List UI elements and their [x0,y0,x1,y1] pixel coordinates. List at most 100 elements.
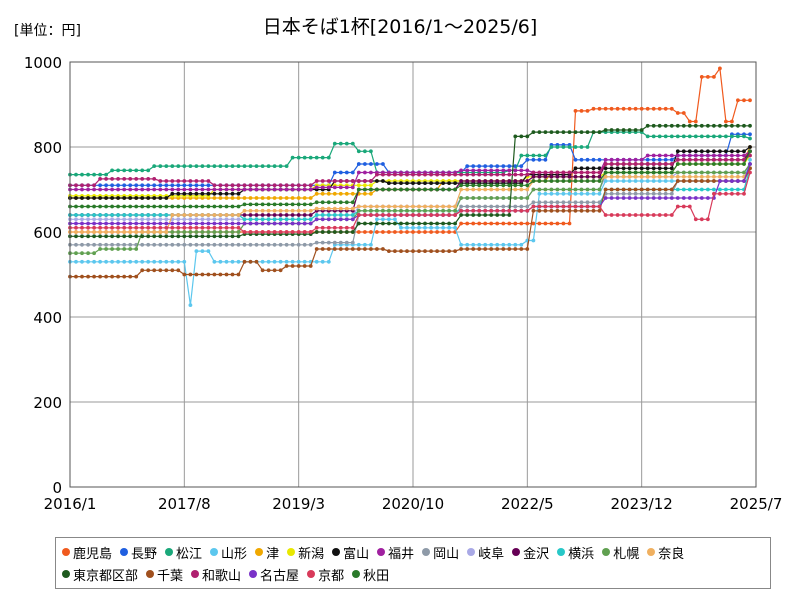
legend-item: 札幌 [602,541,639,563]
data-point [146,234,151,239]
data-point [188,164,193,169]
data-point [441,204,445,209]
data-point [477,242,482,247]
data-point [411,208,415,213]
data-point [417,181,421,186]
data-point [363,191,367,196]
data-point [387,230,391,234]
data-point [224,187,229,192]
data-point [507,179,512,183]
data-point [645,191,650,196]
data-point [278,259,283,264]
data-point [543,191,548,196]
data-point [356,247,361,251]
data-point [627,213,632,217]
data-point [290,264,295,268]
data-point [477,187,482,192]
data-point [699,174,704,179]
data-point [573,187,578,192]
data-point [699,153,704,158]
data-point [224,164,229,169]
data-point [621,174,626,179]
data-point [585,174,590,179]
data-point [116,183,120,188]
data-point [687,187,692,192]
data-point [248,202,253,207]
data-point [134,204,139,209]
data-point [200,183,205,188]
data-point [724,179,728,183]
data-point [272,164,277,169]
data-point [92,183,96,188]
data-point [399,249,403,254]
data-point [278,268,283,273]
data-point [724,191,728,196]
data-point [218,191,223,196]
data-point [92,221,96,226]
data-point [224,242,229,247]
data-point [290,208,295,213]
data-point [675,204,680,209]
data-point [212,217,217,222]
data-point [272,221,277,226]
data-point [152,187,157,192]
data-point [573,179,578,183]
data-point [627,187,632,192]
data-point [555,200,560,205]
data-point [657,187,662,192]
data-point [254,164,259,169]
data-point [393,208,397,213]
data-point [471,247,476,251]
data-point [435,230,439,234]
data-point [706,179,710,183]
data-point [724,174,728,179]
data-point [501,204,506,209]
data-point [621,213,626,217]
data-point [218,164,223,169]
data-point [621,157,626,162]
data-point [164,196,169,200]
data-point [724,157,728,162]
data-point [224,234,229,239]
data-point [140,177,145,181]
data-point [579,200,584,205]
data-point [158,213,163,217]
data-point [489,208,494,213]
data-point [465,242,470,247]
data-point [591,157,596,162]
data-point [116,217,120,222]
data-point [134,230,139,234]
data-point [278,202,283,207]
data-point [122,177,127,181]
data-point [236,187,241,192]
data-point [86,230,90,234]
data-point [248,196,253,200]
data-point [296,187,301,192]
data-point [471,183,476,188]
data-point [86,213,90,217]
data-point [134,213,139,217]
data-point [152,234,157,239]
data-point [356,208,361,213]
data-point [338,179,343,183]
data-point [621,128,626,132]
data-point [748,149,752,154]
data-point [615,170,620,175]
data-point [651,123,656,128]
data-point [128,196,133,200]
data-point [730,119,734,124]
data-point [531,179,536,183]
data-point [537,179,542,183]
data-point [86,183,90,188]
data-point [615,128,620,132]
data-point [543,179,548,183]
data-point [693,170,698,175]
data-point [742,191,746,196]
data-point [350,200,355,205]
data-point [712,123,716,128]
data-point [248,187,253,192]
data-point [338,185,343,190]
data-point [561,204,566,209]
data-point [200,204,205,209]
data-point [260,242,265,247]
